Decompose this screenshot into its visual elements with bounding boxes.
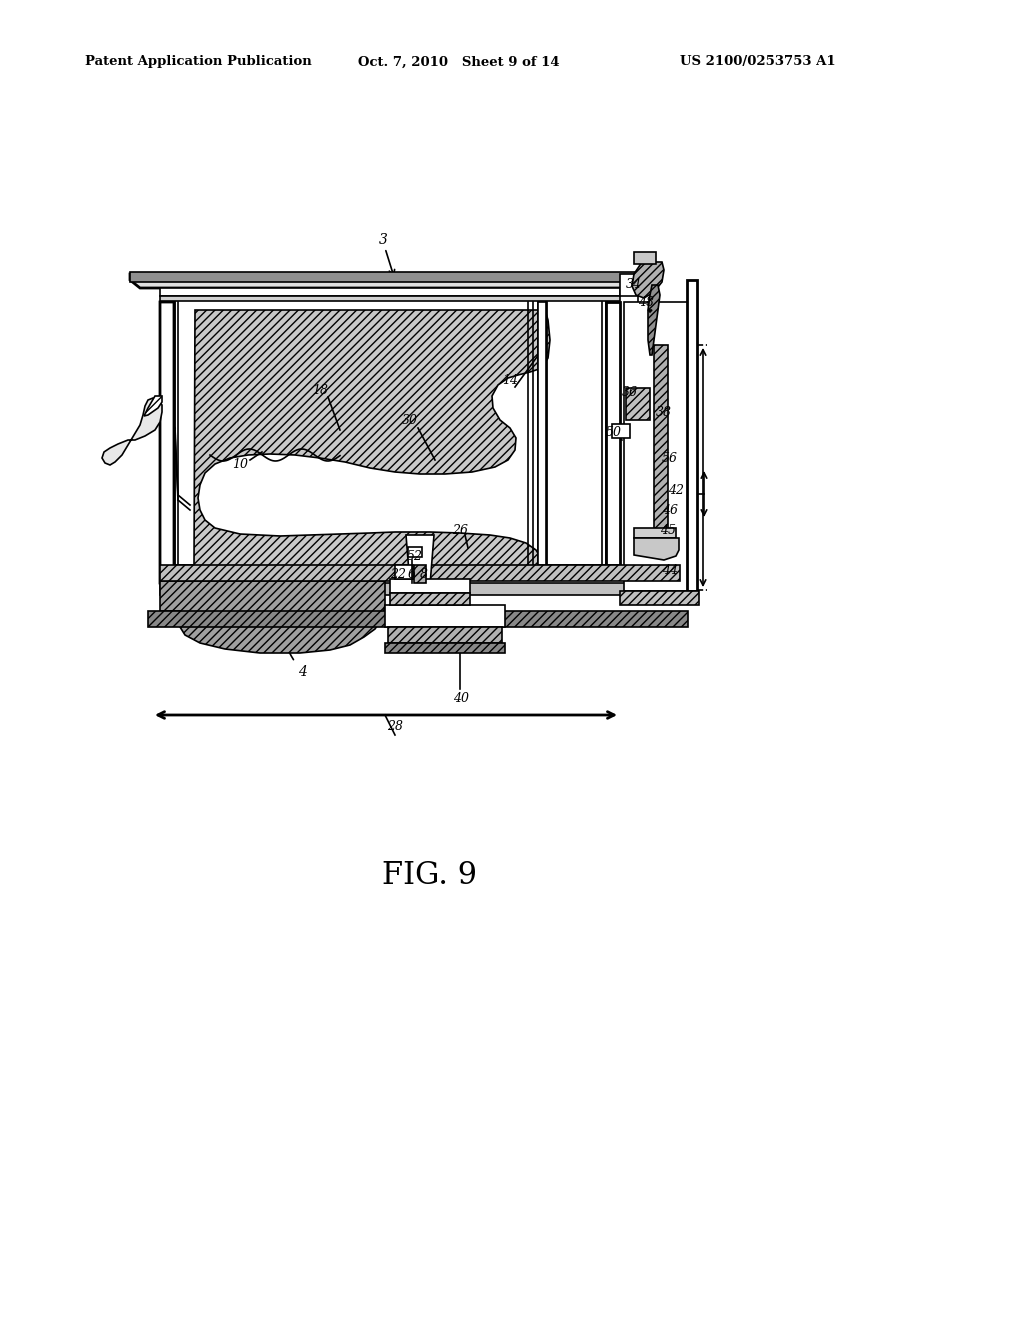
Text: 26: 26 — [452, 524, 468, 536]
Text: 8: 8 — [420, 568, 428, 581]
Text: 14: 14 — [502, 374, 518, 387]
Polygon shape — [102, 399, 162, 465]
Polygon shape — [160, 581, 385, 653]
Text: 22: 22 — [390, 568, 406, 581]
Text: 52: 52 — [407, 549, 423, 562]
Text: 50: 50 — [606, 425, 622, 438]
Polygon shape — [130, 275, 655, 288]
Text: 45: 45 — [660, 524, 676, 536]
Bar — [624, 302, 695, 591]
Bar — [390, 593, 470, 605]
Bar — [408, 546, 422, 557]
Bar — [390, 579, 470, 593]
Bar — [160, 288, 620, 296]
Bar — [160, 583, 680, 595]
Text: 56: 56 — [662, 451, 678, 465]
Text: 38: 38 — [656, 405, 672, 418]
Bar — [538, 302, 546, 565]
Text: 40: 40 — [453, 692, 469, 705]
Text: Oct. 7, 2010   Sheet 9 of 14: Oct. 7, 2010 Sheet 9 of 14 — [358, 55, 560, 69]
Text: 48: 48 — [638, 296, 654, 309]
Polygon shape — [144, 396, 162, 416]
Text: 34: 34 — [626, 279, 642, 292]
Text: 3: 3 — [379, 234, 387, 247]
Bar — [160, 296, 620, 301]
Bar — [130, 272, 655, 282]
Bar — [385, 605, 505, 627]
Bar — [388, 627, 502, 643]
Polygon shape — [406, 535, 434, 585]
Polygon shape — [632, 261, 664, 298]
Bar — [620, 591, 699, 605]
Text: 10: 10 — [232, 458, 248, 471]
Text: 42: 42 — [668, 483, 684, 496]
Text: FIG. 9: FIG. 9 — [383, 859, 477, 891]
Polygon shape — [648, 310, 652, 312]
Polygon shape — [634, 539, 679, 560]
Bar — [395, 565, 413, 579]
Text: US 2100/0253753 A1: US 2100/0253753 A1 — [680, 55, 836, 69]
Bar — [634, 528, 676, 539]
Text: 18: 18 — [312, 384, 328, 396]
Text: 30: 30 — [402, 413, 418, 426]
Text: 36: 36 — [622, 387, 638, 400]
Bar — [634, 252, 656, 264]
Bar — [148, 611, 688, 627]
Text: Patent Application Publication: Patent Application Publication — [85, 55, 311, 69]
Bar — [654, 345, 668, 545]
Polygon shape — [194, 310, 550, 568]
Polygon shape — [160, 302, 174, 583]
Polygon shape — [648, 285, 660, 355]
Bar — [414, 565, 426, 583]
Bar — [606, 302, 620, 565]
Bar — [160, 565, 680, 581]
Bar — [626, 388, 650, 420]
Text: 46: 46 — [662, 503, 678, 516]
Bar — [687, 280, 697, 591]
Bar — [612, 424, 630, 438]
Text: 44: 44 — [662, 564, 678, 577]
Bar — [385, 643, 505, 653]
Text: 28: 28 — [387, 719, 403, 733]
Text: 6: 6 — [408, 568, 416, 581]
Text: 4: 4 — [298, 665, 306, 678]
Bar — [620, 275, 638, 296]
